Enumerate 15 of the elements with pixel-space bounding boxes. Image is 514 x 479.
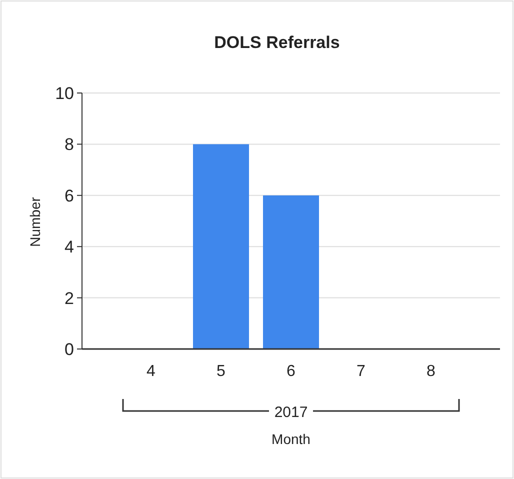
x-tick-label: 8 xyxy=(426,363,436,380)
y-tick-label: 6 xyxy=(64,186,74,206)
x-tick-label: 6 xyxy=(286,363,296,380)
y-tick-label: 8 xyxy=(64,135,74,154)
x-axis-title: Month xyxy=(272,431,310,447)
y-tick-label: 10 xyxy=(55,84,74,103)
x-tick-label: 7 xyxy=(356,363,366,380)
x-tick-label: 5 xyxy=(216,363,226,380)
chart-title: DOLS Referrals xyxy=(214,33,340,52)
y-tick-label: 4 xyxy=(64,238,74,257)
text: 2017 xyxy=(274,404,308,421)
y-tick-label: 2 xyxy=(64,288,74,308)
y-axis-title: Number xyxy=(27,196,43,247)
x-tick-label: 4 xyxy=(146,363,156,380)
y-tick-label: 0 xyxy=(64,340,74,359)
